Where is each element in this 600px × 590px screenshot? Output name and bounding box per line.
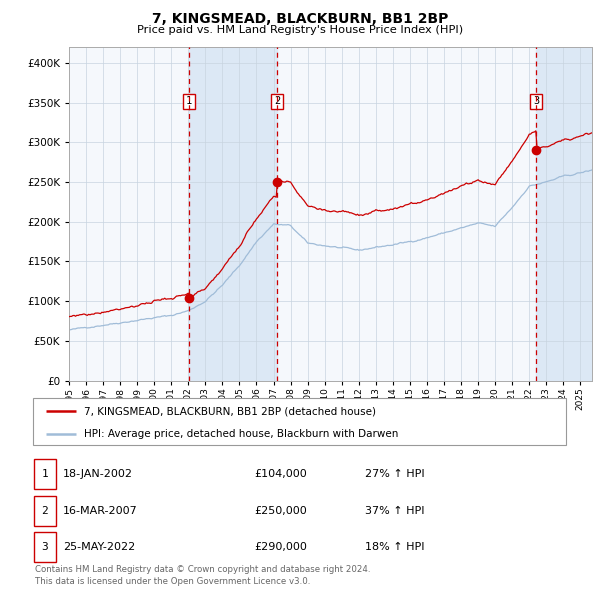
Text: 25-MAY-2022: 25-MAY-2022	[63, 542, 135, 552]
Text: HPI: Average price, detached house, Blackburn with Darwen: HPI: Average price, detached house, Blac…	[83, 429, 398, 438]
Text: 1: 1	[186, 96, 192, 106]
Text: 3: 3	[41, 542, 49, 552]
Text: £104,000: £104,000	[254, 469, 307, 479]
Text: 37% ↑ HPI: 37% ↑ HPI	[365, 506, 425, 516]
Text: £250,000: £250,000	[254, 506, 307, 516]
Text: 27% ↑ HPI: 27% ↑ HPI	[365, 469, 425, 479]
Text: 18-JAN-2002: 18-JAN-2002	[63, 469, 133, 479]
Text: Price paid vs. HM Land Registry's House Price Index (HPI): Price paid vs. HM Land Registry's House …	[137, 25, 463, 35]
Text: 16-MAR-2007: 16-MAR-2007	[63, 506, 138, 516]
FancyBboxPatch shape	[33, 398, 566, 445]
Text: 18% ↑ HPI: 18% ↑ HPI	[365, 542, 425, 552]
Text: Contains HM Land Registry data © Crown copyright and database right 2024.: Contains HM Land Registry data © Crown c…	[35, 565, 370, 574]
Bar	[536, 47, 592, 381]
Text: 1: 1	[41, 469, 49, 479]
FancyBboxPatch shape	[34, 532, 56, 562]
FancyBboxPatch shape	[34, 459, 56, 489]
Bar	[189, 47, 277, 381]
Text: 3: 3	[533, 96, 539, 106]
Text: 2: 2	[274, 96, 280, 106]
Text: This data is licensed under the Open Government Licence v3.0.: This data is licensed under the Open Gov…	[35, 577, 310, 586]
Text: 7, KINGSMEAD, BLACKBURN, BB1 2BP: 7, KINGSMEAD, BLACKBURN, BB1 2BP	[152, 12, 448, 26]
FancyBboxPatch shape	[34, 496, 56, 526]
Text: £290,000: £290,000	[254, 542, 307, 552]
Text: 2: 2	[41, 506, 49, 516]
Text: 7, KINGSMEAD, BLACKBURN, BB1 2BP (detached house): 7, KINGSMEAD, BLACKBURN, BB1 2BP (detach…	[83, 407, 376, 417]
